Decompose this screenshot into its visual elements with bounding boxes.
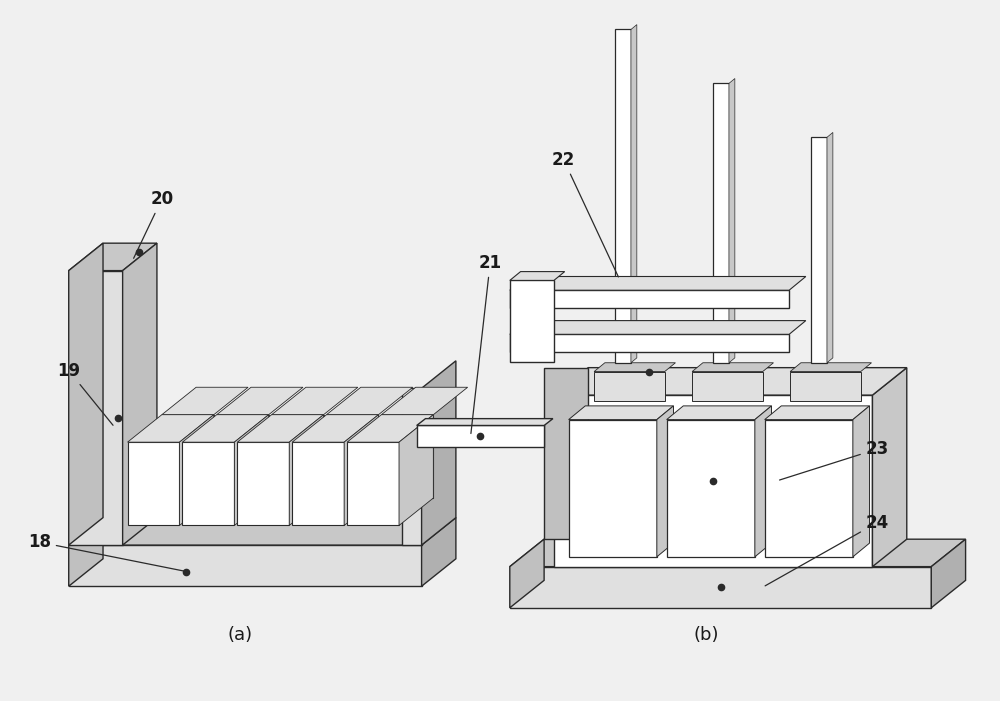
Text: 23: 23 xyxy=(780,440,889,480)
Polygon shape xyxy=(569,420,657,557)
Polygon shape xyxy=(182,442,234,526)
Polygon shape xyxy=(217,415,269,498)
Polygon shape xyxy=(510,566,931,608)
Text: 19: 19 xyxy=(57,362,113,426)
Polygon shape xyxy=(765,420,853,557)
Polygon shape xyxy=(292,415,378,442)
Polygon shape xyxy=(811,137,827,362)
Polygon shape xyxy=(179,415,214,526)
Polygon shape xyxy=(162,415,214,498)
Polygon shape xyxy=(128,442,179,526)
Polygon shape xyxy=(569,406,673,420)
Polygon shape xyxy=(931,539,966,608)
Polygon shape xyxy=(417,426,544,447)
Polygon shape xyxy=(69,517,103,586)
Polygon shape xyxy=(289,415,324,526)
Text: 22: 22 xyxy=(552,151,618,277)
Polygon shape xyxy=(69,243,157,271)
Polygon shape xyxy=(510,539,966,566)
Polygon shape xyxy=(872,367,907,566)
Polygon shape xyxy=(594,372,665,401)
Polygon shape xyxy=(381,415,433,498)
Text: 20: 20 xyxy=(134,190,173,258)
Polygon shape xyxy=(554,367,907,395)
Polygon shape xyxy=(510,271,565,280)
Polygon shape xyxy=(237,442,289,526)
Polygon shape xyxy=(510,280,554,362)
Polygon shape xyxy=(853,406,870,557)
Polygon shape xyxy=(327,415,378,498)
Text: 24: 24 xyxy=(765,514,889,586)
Polygon shape xyxy=(765,406,870,420)
Polygon shape xyxy=(69,517,456,545)
Polygon shape xyxy=(69,271,123,545)
Polygon shape xyxy=(657,406,673,557)
Polygon shape xyxy=(69,545,422,586)
Polygon shape xyxy=(510,320,806,334)
Text: (b): (b) xyxy=(693,626,719,644)
Polygon shape xyxy=(327,387,413,415)
Polygon shape xyxy=(692,362,773,372)
Polygon shape xyxy=(755,406,772,557)
Text: (a): (a) xyxy=(228,626,253,644)
Polygon shape xyxy=(128,415,214,442)
Polygon shape xyxy=(713,83,729,362)
Polygon shape xyxy=(510,334,789,352)
Polygon shape xyxy=(399,415,433,526)
Polygon shape xyxy=(417,418,553,426)
Polygon shape xyxy=(347,415,433,442)
Polygon shape xyxy=(692,372,763,401)
Polygon shape xyxy=(790,362,871,372)
Polygon shape xyxy=(594,362,675,372)
Polygon shape xyxy=(827,132,833,362)
Text: 21: 21 xyxy=(471,254,502,433)
Polygon shape xyxy=(729,79,735,362)
Polygon shape xyxy=(554,395,872,566)
Polygon shape xyxy=(510,290,789,308)
Polygon shape xyxy=(544,367,588,539)
Text: 18: 18 xyxy=(28,533,184,571)
Polygon shape xyxy=(667,420,755,557)
Polygon shape xyxy=(631,25,637,362)
Polygon shape xyxy=(510,539,544,608)
Polygon shape xyxy=(402,388,422,545)
Polygon shape xyxy=(123,243,157,545)
Polygon shape xyxy=(381,387,468,415)
Polygon shape xyxy=(422,361,456,545)
Polygon shape xyxy=(667,406,772,420)
Polygon shape xyxy=(292,442,344,526)
Polygon shape xyxy=(347,442,399,526)
Polygon shape xyxy=(272,415,324,498)
Polygon shape xyxy=(217,387,303,415)
Polygon shape xyxy=(510,276,806,290)
Polygon shape xyxy=(344,415,378,526)
Polygon shape xyxy=(272,387,358,415)
Polygon shape xyxy=(422,517,456,586)
Polygon shape xyxy=(790,372,861,401)
Polygon shape xyxy=(237,415,324,442)
Polygon shape xyxy=(69,243,103,545)
Polygon shape xyxy=(615,29,631,362)
Polygon shape xyxy=(162,387,248,415)
Polygon shape xyxy=(234,415,269,526)
Polygon shape xyxy=(182,415,269,442)
